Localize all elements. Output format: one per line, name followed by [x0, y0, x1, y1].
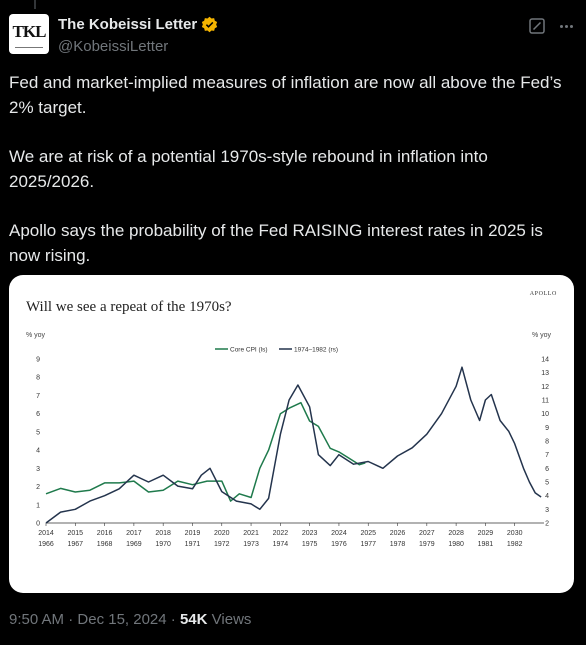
x-tick-bottom: 1973 [243, 541, 259, 548]
more-options-icon[interactable] [555, 16, 577, 36]
author-name-row[interactable]: The Kobeissi Letter [58, 16, 218, 33]
chart-ylabel-left: % yoy [26, 332, 46, 339]
x-tick-top: 2030 [507, 530, 523, 537]
chart-brand-logo: APOLLO [530, 291, 557, 297]
y-tick-right: 11 [542, 398, 549, 405]
tweet-paragraph: Fed and market-implied measures of infla… [9, 73, 562, 117]
series-line-core-cpi [45, 401, 366, 502]
views-count: 54K [179, 611, 208, 628]
more-dot [569, 24, 573, 28]
x-tick-bottom: 1967 [68, 541, 84, 548]
y-tick-left: 0 [36, 521, 40, 528]
avatar-logo-text: TKL [12, 22, 47, 41]
x-tick-bottom: 1978 [390, 541, 406, 548]
x-tick-bottom: 1971 [185, 541, 201, 548]
x-tick-top: 2026 [390, 530, 406, 537]
x-tick-top: 2021 [243, 530, 259, 537]
thread-connector-line [34, 0, 36, 9]
y-tick-left: 5 [36, 429, 40, 436]
tweet-paragraph: We are at risk of a potential 1970s-styl… [9, 147, 488, 191]
more-dot [559, 24, 563, 28]
y-tick-right: 6 [545, 466, 549, 473]
x-tick-top: 2020 [214, 530, 230, 537]
tweet-media-image[interactable]: Will we see a repeat of the 1970s? APOLL… [9, 275, 574, 593]
x-tick-bottom: 1981 [478, 541, 494, 548]
y-tick-right: 14 [541, 357, 549, 364]
chart-legend: Core CPI (ls) 1974–1982 (rs) [215, 347, 338, 354]
legend-label: 1974–1982 (rs) [294, 347, 338, 354]
y-tick-right: 2 [545, 521, 549, 528]
x-tick-bottom: 1970 [155, 541, 171, 548]
x-tick-bottom: 1977 [360, 541, 376, 548]
more-dot [564, 24, 568, 28]
y-tick-left: 4 [36, 448, 40, 455]
meta-separator: · [64, 611, 78, 628]
y-tick-right: 9 [545, 425, 549, 432]
y-tick-left: 6 [36, 411, 40, 418]
author-avatar[interactable]: TKL [9, 14, 49, 54]
tweet-date[interactable]: Dec 15, 2024 [77, 611, 167, 628]
views-label: Views [207, 611, 252, 628]
y-tick-right: 7 [545, 452, 549, 459]
meta-separator: · [166, 611, 180, 628]
tweet-text: Fed and market-implied measures of infla… [9, 70, 574, 292]
y-tick-left: 2 [36, 484, 40, 491]
y-tick-right: 13 [541, 370, 549, 377]
grok-icon[interactable] [529, 18, 545, 34]
x-tick-top: 2017 [126, 530, 142, 537]
x-tick-bottom: 1979 [419, 541, 435, 548]
chart-series [45, 366, 542, 524]
tweet-time[interactable]: 9:50 AM [9, 611, 65, 628]
y-tick-right: 4 [545, 493, 549, 500]
y-tick-right: 12 [541, 384, 549, 391]
x-tick-bottom: 1966 [38, 541, 54, 548]
x-tick-top: 2024 [331, 530, 347, 537]
author-handle[interactable]: @KobeissiLetter [58, 38, 169, 55]
y-tick-left: 3 [36, 466, 40, 473]
x-tick-top: 2018 [155, 530, 171, 537]
x-tick-bottom: 1972 [214, 541, 230, 548]
tweet-meta: 9:50 AM · Dec 15, 2024 · 54K Views [9, 611, 251, 628]
y-tick-left: 7 [36, 393, 40, 400]
y-tick-left: 8 [36, 375, 40, 382]
x-tick-bottom: 1976 [331, 541, 347, 548]
x-tick-bottom: 1982 [507, 541, 523, 548]
y-tick-right: 3 [545, 507, 549, 514]
series-line-1974-1982 [45, 366, 542, 524]
y-tick-right: 5 [545, 480, 549, 487]
x-tick-bottom: 1968 [97, 541, 113, 548]
x-tick-top: 2025 [360, 530, 376, 537]
x-tick-bottom: 1975 [302, 541, 318, 548]
x-tick-bottom: 1969 [126, 541, 142, 548]
chart-ylabel-right: % yoy [532, 332, 552, 339]
y-tick-left: 1 [36, 502, 40, 509]
x-tick-top: 2019 [185, 530, 201, 537]
tweet-paragraph: Apollo says the probability of the Fed R… [9, 221, 543, 265]
inflation-chart: Will we see a repeat of the 1970s? APOLL… [26, 291, 557, 549]
x-tick-top: 2022 [273, 530, 289, 537]
y-tick-left: 9 [36, 357, 40, 364]
y-tick-right: 10 [541, 411, 549, 418]
x-tick-top: 2027 [419, 530, 435, 537]
x-tick-bottom: 1974 [273, 541, 289, 548]
verified-badge-icon [202, 16, 218, 33]
x-tick-top: 2016 [97, 530, 113, 537]
x-tick-top: 2015 [68, 530, 84, 537]
chart-title: Will we see a repeat of the 1970s? [26, 299, 232, 315]
x-tick-top: 2023 [302, 530, 318, 537]
x-tick-top: 2029 [478, 530, 494, 537]
avatar-logo-underline [15, 47, 43, 48]
x-tick-top: 2028 [448, 530, 464, 537]
x-tick-top: 2014 [38, 530, 54, 537]
legend-label: Core CPI (ls) [230, 347, 268, 354]
x-tick-bottom: 1980 [448, 541, 464, 548]
y-tick-right: 8 [545, 439, 549, 446]
author-name[interactable]: The Kobeissi Letter [58, 16, 198, 33]
